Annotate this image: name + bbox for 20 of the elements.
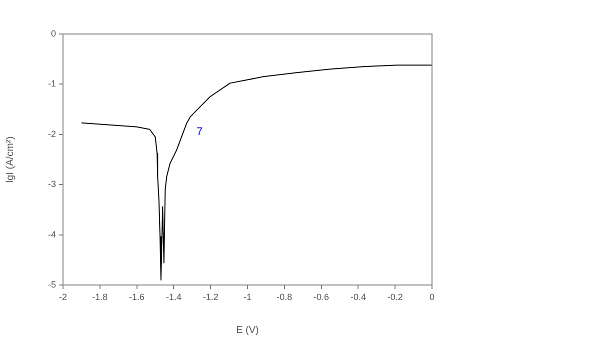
- annotation: 7: [196, 126, 203, 138]
- y-tick-label: -2: [48, 128, 56, 139]
- x-tick-label: -0.4: [350, 292, 366, 302]
- y-tick-label: -1: [48, 78, 56, 89]
- x-tick-label: -0.8: [276, 292, 292, 302]
- x-axis-title: E (V): [236, 324, 259, 336]
- x-tick-label: -1.4: [166, 292, 182, 302]
- y-tick-label: -4: [48, 229, 56, 240]
- x-tick-label: -0.6: [314, 292, 330, 302]
- x-tick-label: 0: [429, 292, 435, 302]
- x-tick-label: -1.8: [92, 292, 108, 302]
- y-tick-label: 0: [50, 28, 56, 38]
- y-tick-label: -5: [48, 279, 56, 290]
- x-tick-label: -0.2: [387, 292, 403, 302]
- x-tick-label: -2: [58, 292, 68, 302]
- x-tick-label: -1: [243, 292, 252, 302]
- y-axis-title: lgI (A/cm²): [4, 136, 16, 183]
- x-tick-label: -1.2: [202, 292, 218, 302]
- y-tick-label: -3: [48, 179, 56, 190]
- x-tick-label: -1.6: [129, 292, 145, 302]
